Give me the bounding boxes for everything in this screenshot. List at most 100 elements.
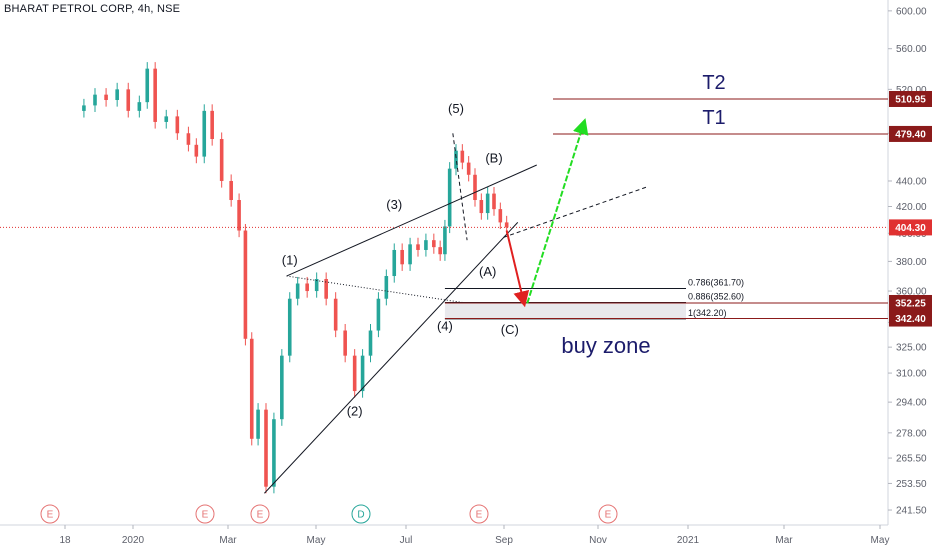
price-badge: [889, 90, 932, 107]
buy-zone-box: [444, 302, 686, 319]
x-tick-label: 2020: [122, 535, 145, 546]
fib-level-label: 0.886(352.60): [688, 291, 744, 301]
event-marker-label: E: [476, 510, 483, 521]
y-tick-label: 241.50: [896, 506, 927, 517]
price-badge: [889, 310, 932, 327]
y-tick-label: 600.00: [896, 6, 927, 17]
candle-body: [145, 68, 150, 103]
y-tick-label: 520.00: [896, 85, 927, 96]
dividend-marker-icon[interactable]: [351, 504, 371, 524]
buy-zone-label: buy zone: [561, 333, 650, 358]
candle-body: [360, 355, 365, 392]
event-marker-label: D: [357, 510, 364, 521]
wedge-lower-line: [264, 222, 519, 494]
candle-body: [137, 102, 142, 111]
candle-body: [280, 355, 284, 420]
candle-body: [454, 150, 458, 169]
target-label: T2: [702, 72, 725, 94]
y-tick-label: 253.50: [896, 479, 927, 490]
candle-body: [104, 94, 108, 101]
candle-body: [256, 409, 260, 439]
earnings-marker-icon[interactable]: [195, 504, 215, 524]
target-label: T1: [702, 107, 725, 129]
y-tick-label: 560.00: [896, 44, 927, 55]
y-tick-label: 360.00: [896, 287, 927, 298]
candle-body: [272, 419, 276, 487]
y-tick-label: 265.50: [896, 454, 927, 465]
candle-body: [219, 139, 224, 181]
candle-body: [264, 409, 268, 487]
wave-label: (C): [501, 322, 519, 337]
candle-body: [466, 162, 471, 175]
fib-level-label: 1(342.20): [688, 308, 727, 318]
down-arrow: [505, 230, 530, 308]
dashed-trend-line: [503, 186, 647, 238]
candle-body: [443, 226, 447, 255]
price-badge: [889, 125, 932, 142]
candle-body: [202, 110, 207, 157]
candle-body: [126, 89, 131, 111]
candle-body: [243, 230, 248, 339]
candle-body: [82, 105, 86, 111]
candle-body: [333, 298, 338, 331]
x-tick-label: Mar: [775, 535, 793, 546]
candle-body: [229, 180, 233, 201]
candle-body: [424, 240, 428, 250]
wave-label: (3): [386, 197, 402, 212]
y-tick-label: 278.00: [896, 428, 927, 439]
candle-body: [479, 200, 484, 214]
candle-body: [460, 150, 465, 163]
candle-body: [392, 249, 397, 277]
y-tick-label: 325.00: [896, 343, 927, 354]
x-tick-label: Mar: [219, 535, 237, 546]
price-badge: [889, 294, 932, 311]
chart-title: BHARAT PETROL CORP, 4h, NSE: [4, 3, 181, 15]
earnings-marker-icon[interactable]: [469, 504, 489, 524]
candle-body: [492, 193, 496, 210]
price-badge-label: 510.95: [895, 94, 926, 105]
candle-body: [314, 278, 319, 292]
price-badge-label: 479.40: [895, 129, 926, 140]
candle-body: [447, 168, 452, 227]
y-tick-label: 310.00: [896, 369, 927, 380]
event-marker-label: E: [202, 510, 209, 521]
abc-dashed-line: [452, 133, 468, 241]
x-tick-label: May: [307, 535, 326, 546]
candle-body: [186, 133, 191, 145]
candle-body: [485, 193, 490, 214]
wave-label: (5): [448, 101, 464, 116]
candle-body: [498, 209, 503, 223]
candle-body: [400, 249, 404, 265]
candle-body: [93, 94, 97, 106]
dotted-trend-line: [286, 275, 542, 315]
candle-body: [343, 330, 347, 356]
candle-body: [352, 355, 357, 392]
x-tick-label: May: [871, 535, 890, 546]
x-tick-label: 18: [59, 535, 71, 546]
candle-body: [115, 89, 119, 101]
x-tick-label: Sep: [495, 535, 513, 546]
y-tick-label: 420.00: [896, 202, 927, 213]
wave-label: (4): [437, 319, 453, 334]
candle-body: [295, 283, 300, 299]
candle-body: [408, 244, 412, 265]
price-badge: [889, 219, 932, 236]
candle-body: [237, 200, 241, 231]
y-tick-label: 440.00: [896, 176, 927, 187]
x-tick-label: 2021: [677, 535, 700, 546]
candle-body: [175, 116, 180, 134]
earnings-marker-icon[interactable]: [40, 504, 60, 524]
earnings-marker-icon[interactable]: [250, 504, 270, 524]
fib-level-label: 0.786(361.70): [688, 277, 744, 287]
earnings-marker-icon[interactable]: [598, 504, 618, 524]
candle-body: [194, 144, 199, 157]
candle-body: [287, 298, 292, 356]
candle-body: [305, 283, 309, 292]
y-tick-label: 294.00: [896, 398, 927, 409]
x-tick-label: Nov: [589, 535, 607, 546]
candle-body: [504, 222, 509, 228]
price-badge-label: 404.30: [895, 223, 926, 234]
candle-body: [473, 174, 477, 201]
candle-body: [153, 68, 157, 122]
